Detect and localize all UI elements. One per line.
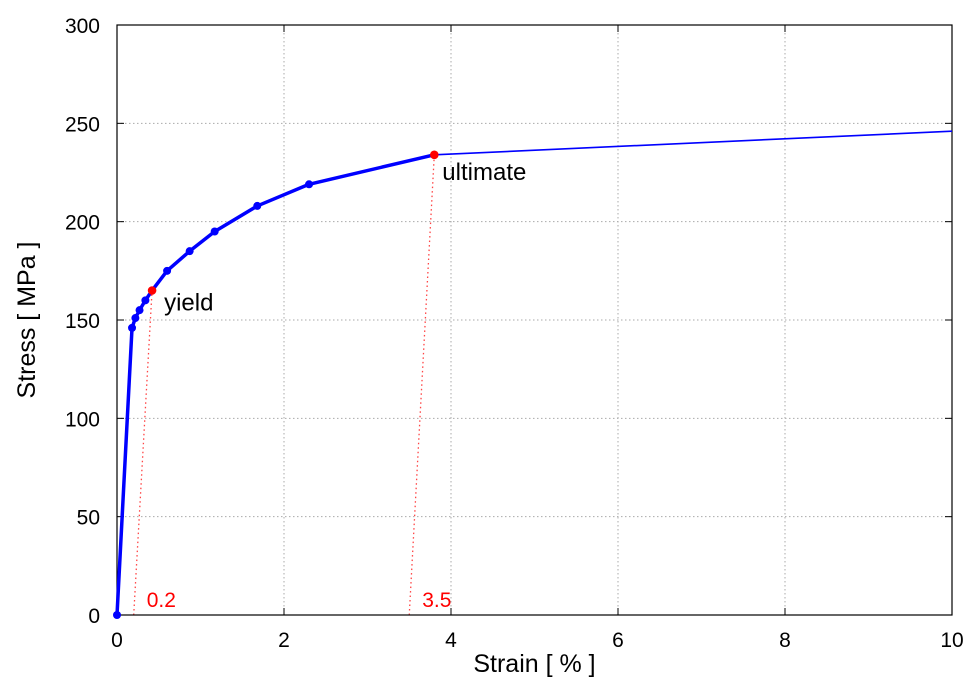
x-tick-label: 2 <box>278 629 290 652</box>
yield-annotation: yield <box>164 290 213 317</box>
x-tick-label: 10 <box>940 629 963 652</box>
extension-curve-line <box>434 130 953 156</box>
offset-line <box>408 154 435 616</box>
data-point <box>305 180 314 189</box>
data-point <box>135 306 144 315</box>
annotations: yield ultimate <box>164 159 526 317</box>
data-point <box>113 611 121 619</box>
y-tick-label: 0 <box>88 605 100 628</box>
data-point <box>141 296 150 305</box>
x-tick-label: 4 <box>445 629 457 652</box>
grid <box>117 25 952 615</box>
x-axis-label: Strain [ % ] <box>473 650 595 678</box>
highlight-point <box>147 286 157 295</box>
offset-label: 3.5 <box>422 589 451 612</box>
y-tick-label: 300 <box>65 15 100 38</box>
y-tick-label: 250 <box>65 113 100 136</box>
y-tick-label: 200 <box>65 212 100 235</box>
offset-label: 0.2 <box>147 589 176 612</box>
x-tick-label: 6 <box>612 629 624 652</box>
data-point <box>163 266 172 275</box>
data-point <box>131 314 140 323</box>
y-axis-label: Stress [ MPa ] <box>13 242 41 399</box>
highlight-point <box>430 150 439 160</box>
main-curve-line <box>115 153 435 616</box>
data-point <box>128 323 137 332</box>
series <box>113 130 953 619</box>
data-point <box>210 227 219 236</box>
y-tick-label: 100 <box>65 408 100 431</box>
x-tick-label: 0 <box>111 629 123 652</box>
offset-line <box>133 290 153 616</box>
offset-lines: 0.2 3.5 <box>133 154 451 616</box>
ultimate-annotation: ultimate <box>442 159 526 186</box>
data-point <box>185 247 194 256</box>
y-tick-label: 50 <box>77 507 100 530</box>
y-tick-label: 150 <box>65 310 100 333</box>
x-tick-label: 8 <box>779 629 791 652</box>
data-point <box>253 201 262 210</box>
